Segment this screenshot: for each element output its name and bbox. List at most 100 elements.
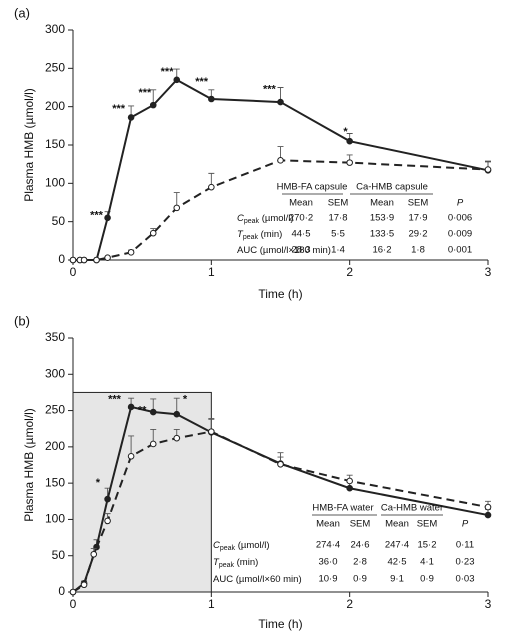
table-column-header: SEM	[408, 198, 429, 209]
x-tick-label: 1	[208, 597, 215, 611]
y-tick-label: 250	[45, 61, 65, 75]
significance-marker: ***	[161, 66, 175, 78]
table-cell: 0·03	[455, 574, 474, 585]
data-point	[149, 229, 157, 237]
significance-marker: ***	[139, 87, 153, 99]
table-cell: 28·3	[291, 245, 310, 256]
y-tick-label: 100	[45, 512, 65, 526]
table-group-header: Ca-HMB capsule	[356, 182, 428, 193]
y-tick-label: 100	[45, 176, 65, 190]
table-row-label: Tpeak (min)	[237, 229, 282, 241]
x-tick-label: 0	[70, 265, 77, 279]
table-cell: 44·5	[291, 229, 310, 240]
y-tick-label: 50	[52, 214, 66, 228]
data-point	[346, 137, 353, 145]
row-symbol: T	[213, 557, 220, 568]
table-cell: 0·9	[353, 574, 367, 585]
significance-marker: ***	[90, 209, 104, 221]
table-cell: 17·9	[408, 213, 427, 224]
row-unit: (min)	[258, 229, 282, 240]
significance-marker: ***	[108, 394, 122, 406]
data-point	[127, 114, 135, 121]
row-subscript: peak	[244, 218, 260, 225]
data-point	[69, 256, 77, 264]
significance-marker: **	[138, 404, 147, 416]
table-column-header: Mean	[370, 198, 394, 209]
significance-marker: ***	[263, 84, 277, 96]
data-point	[277, 98, 284, 106]
table-group-header: HMB-FA capsule	[277, 182, 348, 193]
y-tick-label: 0	[58, 584, 65, 598]
table-cell: 10·9	[318, 574, 337, 585]
y-tick-label: 300	[45, 366, 65, 380]
row-unit: (µmol/l)	[235, 540, 270, 551]
error-bar	[128, 435, 135, 457]
significance-marker: *	[96, 477, 101, 489]
y-tick-label: 300	[45, 22, 65, 36]
table-column-header: Mean	[289, 198, 313, 209]
row-unit: (min)	[234, 557, 258, 568]
data-point	[173, 410, 181, 418]
data-point	[127, 403, 135, 411]
y-tick-label: 250	[45, 403, 65, 417]
table-cell: 0·001	[448, 245, 472, 256]
table-cell: 133·5	[370, 229, 394, 240]
table-column-header: SEM	[328, 198, 349, 209]
significance-marker: ***	[195, 76, 209, 88]
data-point	[277, 460, 284, 468]
table-column-header: P	[457, 198, 464, 209]
table-group-header: HMB-FA water	[312, 503, 373, 514]
data-point	[208, 428, 215, 435]
y-tick-label: 200	[45, 439, 65, 453]
y-tick-label: 0	[58, 252, 65, 266]
significance-marker: ***	[112, 103, 126, 115]
data-point	[80, 256, 88, 264]
panel-label: (b)	[14, 313, 30, 328]
data-point	[208, 95, 215, 103]
table-cell: 24·6	[350, 540, 369, 551]
y-axis-label: Plasma HMB (µmol/l)	[22, 408, 36, 522]
data-point	[277, 157, 284, 164]
data-point	[346, 484, 353, 492]
table-cell: 36·0	[318, 557, 337, 568]
table-cell: 16·2	[372, 245, 391, 256]
data-point	[80, 581, 88, 589]
table-cell: 42·5	[387, 557, 406, 568]
data-point	[149, 101, 157, 109]
table-column-header: P	[462, 519, 469, 530]
x-tick-label: 2	[346, 597, 353, 611]
y-tick-label: 350	[45, 330, 65, 344]
highlight-region	[72, 391, 212, 593]
series-line	[73, 159, 489, 261]
significance-marker: *	[183, 394, 188, 406]
x-tick-label: 1	[208, 265, 215, 279]
data-point	[346, 159, 353, 166]
data-point	[93, 256, 100, 264]
data-point	[346, 477, 353, 485]
x-axis-label: Time (h)	[258, 617, 302, 631]
data-point	[484, 511, 492, 519]
table-cell: 0·23	[455, 557, 474, 568]
data-point	[69, 588, 77, 596]
table-cell: 153·9	[370, 213, 394, 224]
x-tick-label: 2	[346, 265, 353, 279]
table-cell: 0·009	[448, 229, 472, 240]
table-cell: 9·1	[390, 574, 404, 585]
table-cell: 4·1	[420, 557, 434, 568]
table-row-label: AUC (µmol/l×180 min)	[237, 245, 331, 256]
row-unit: (µmol/l)	[259, 213, 294, 224]
table-cell: 1·8	[411, 245, 425, 256]
table-row-label: Tpeak (min)	[213, 557, 258, 569]
row-subscript: peak	[220, 545, 236, 552]
table-column-header: SEM	[350, 519, 371, 530]
table-row-label: AUC (µmol/l×60 min)	[213, 574, 302, 585]
table-cell: 0·9	[420, 574, 434, 585]
data-point	[104, 495, 111, 503]
row-subscript: peak	[243, 234, 259, 241]
x-tick-label: 3	[485, 597, 492, 611]
table-cell: 0·11	[456, 540, 474, 551]
table-group-header: Ca-HMB water	[381, 503, 443, 514]
x-tick-label: 3	[485, 265, 492, 279]
y-tick-label: 150	[45, 137, 65, 151]
